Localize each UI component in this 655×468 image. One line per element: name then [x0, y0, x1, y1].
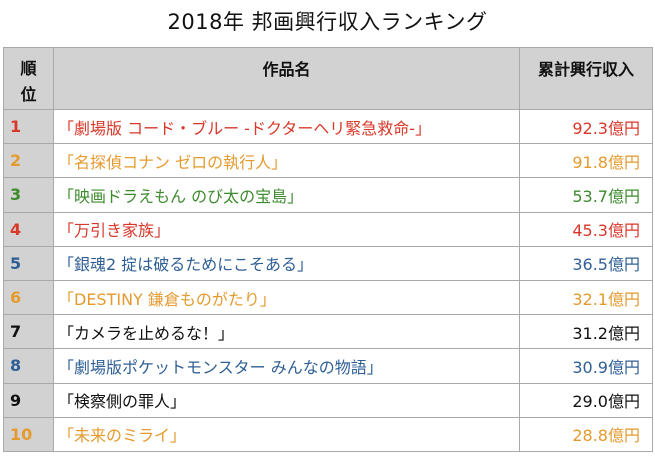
rank-number: 9	[3, 382, 54, 418]
movie-title: 「カメラを止めるな！」	[53, 314, 520, 350]
movie-title: 「名探偵コナン ゼロの執行人」	[53, 143, 520, 179]
table-row: 9 「検察側の罪人」 29.0億円	[3, 382, 653, 418]
movie-title: 「劇場版 コード・ブルー -ドクターヘリ緊急救命-」	[53, 108, 520, 145]
movie-title: 「映画ドラえもん のび太の宝島」	[53, 177, 520, 213]
table-row: 8 「劇場版ポケットモンスター みんなの物語」 30.9億円	[3, 348, 653, 384]
rank-number: 3	[3, 177, 54, 213]
table-row: 10 「未来のミライ」 28.8億円	[3, 416, 653, 452]
table-row: 3 「映画ドラえもん のび太の宝島」 53.7億円	[3, 177, 653, 213]
table-row: 1 「劇場版 コード・ブルー -ドクターヘリ緊急救命-」 92.3億円	[3, 108, 653, 145]
table-body: 1 「劇場版 コード・ブルー -ドクターヘリ緊急救命-」 92.3億円 2 「名探偵コナ…	[3, 108, 653, 452]
header-row: 順位 作品名 累計興行収入	[3, 47, 653, 110]
rank-number: 6	[3, 279, 54, 316]
header-gross: 累計興行収入	[519, 47, 653, 110]
movie-title: 「DESTINY 鎌倉ものがたり」	[53, 279, 520, 316]
rank-number: 1	[3, 108, 54, 145]
table-row: 6 「DESTINY 鎌倉ものがたり」 32.1億円	[3, 279, 653, 316]
table-header: 順位 作品名 累計興行収入	[3, 47, 653, 110]
table-row: 4 「万引き家族」 45.3億円	[3, 211, 653, 247]
box-office-gross: 53.7億円	[519, 177, 653, 213]
rank-number: 4	[3, 211, 54, 247]
box-office-gross: 29.0億円	[519, 382, 653, 418]
box-office-gross: 36.5億円	[519, 245, 653, 281]
rank-number: 2	[3, 143, 54, 179]
movie-title: 「検察側の罪人」	[53, 382, 520, 418]
rank-number: 10	[3, 416, 54, 452]
page-title: 2018年 邦画興行収入ランキング	[167, 10, 488, 34]
table-row: 5 「銀魂2 掟は破るためにこそある」 36.5億円	[3, 245, 653, 281]
movie-title: 「銀魂2 掟は破るためにこそある」	[53, 245, 520, 281]
box-office-gross: 45.3億円	[519, 211, 653, 247]
movie-title: 「未来のミライ」	[53, 416, 520, 452]
rank-number: 8	[3, 348, 54, 384]
box-office-gross: 31.2億円	[519, 314, 653, 350]
table-row: 2 「名探偵コナン ゼロの執行人」 91.8億円	[3, 143, 653, 179]
movie-title: 「劇場版ポケットモンスター みんなの物語」	[53, 348, 520, 384]
box-office-gross: 28.8億円	[519, 416, 653, 452]
movie-title: 「万引き家族」	[53, 211, 520, 247]
header-rank-line1: 順	[20, 59, 37, 78]
box-office-gross: 32.1億円	[519, 279, 653, 316]
box-office-gross: 92.3億円	[519, 108, 653, 145]
ranking-table: 順位 作品名 累計興行収入 1 「劇場版 コード・ブルー -ドクターヘリ緊急救命-…	[3, 47, 653, 452]
rank-number: 7	[3, 314, 54, 350]
header-title: 作品名	[53, 47, 520, 110]
rank-number: 5	[3, 245, 54, 281]
box-office-gross: 91.8億円	[519, 143, 653, 179]
table-row: 7 「カメラを止めるな！」 31.2億円	[3, 314, 653, 350]
header-rank-line2: 位	[20, 85, 37, 104]
header-rank: 順位	[3, 47, 54, 110]
box-office-gross: 30.9億円	[519, 348, 653, 384]
